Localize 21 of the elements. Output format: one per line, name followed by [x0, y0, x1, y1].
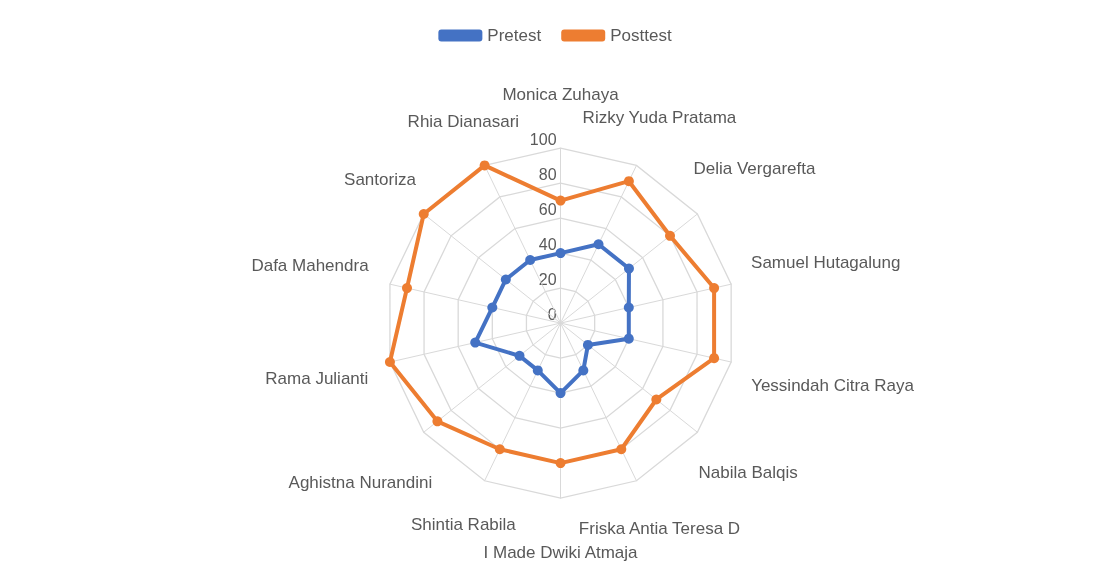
spoke-label: I Made Dwiki Atmaja — [483, 542, 639, 562]
spoke-label: Samuel Hutagalung — [751, 253, 901, 273]
spoke-label: Dafa Mahendra — [251, 256, 370, 276]
spoke-label: Friska Antia Teresa D — [578, 519, 741, 539]
spoke-label: Nabila Balqis — [698, 463, 798, 483]
legend-label: Posttest — [610, 26, 672, 45]
spoke-label: Aghistna Nurandini — [288, 473, 433, 493]
spoke-label: Rhia Dianasari — [407, 111, 520, 131]
spoke-label: Rama Julianti — [265, 369, 369, 389]
spoke-label: Delia Vergarefta — [693, 158, 816, 178]
y-tick-label: 40 — [538, 235, 557, 253]
spoke-label: Rizky Yuda Pratama — [582, 108, 737, 128]
spoke-label: Shintia Rabila — [410, 515, 517, 535]
y-tick-label: 60 — [538, 200, 557, 218]
spoke-label: Yessindah Citra Raya — [751, 375, 915, 395]
legend-label: Pretest — [487, 26, 542, 45]
y-tick-label: 80 — [538, 165, 557, 183]
spoke-label: Monica Zuhaya — [502, 84, 620, 104]
spoke-label: Santoriza — [344, 169, 417, 189]
y-tick-label: 20 — [538, 270, 557, 288]
y-tick-label: 100 — [529, 130, 557, 148]
